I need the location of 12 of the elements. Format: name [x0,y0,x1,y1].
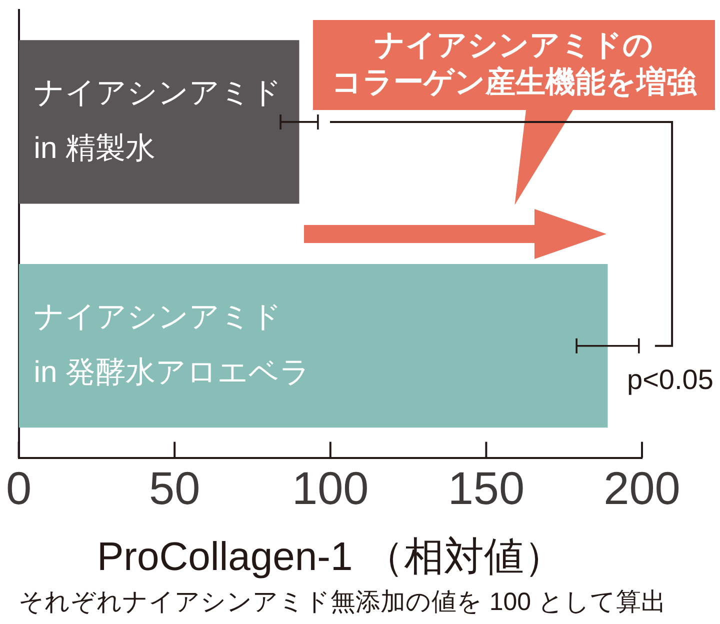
x-tick-label: 100 [292,462,369,514]
x-axis-title: ProCollagen-1 （相対値） [96,535,564,580]
annotation: p<0.05 [627,364,714,395]
y-tick-label: ナイアシンアミド in 発酵水アロエベラ [34,300,310,389]
x-tick-label: 50 [149,462,200,514]
y-tick-label: ナイアシンアミド in 精製水 [34,76,282,165]
annotation: コラーゲン産生機能を増強 [332,66,696,99]
annotation: ナイアシンアミドの [374,29,654,62]
x-tick-label: 150 [448,462,525,514]
text: それぞれナイアシンアミド無添加の値を 100 として算出 [18,588,666,616]
x-tick-label: 0 [6,462,32,514]
x-tick-label: 200 [604,462,680,514]
